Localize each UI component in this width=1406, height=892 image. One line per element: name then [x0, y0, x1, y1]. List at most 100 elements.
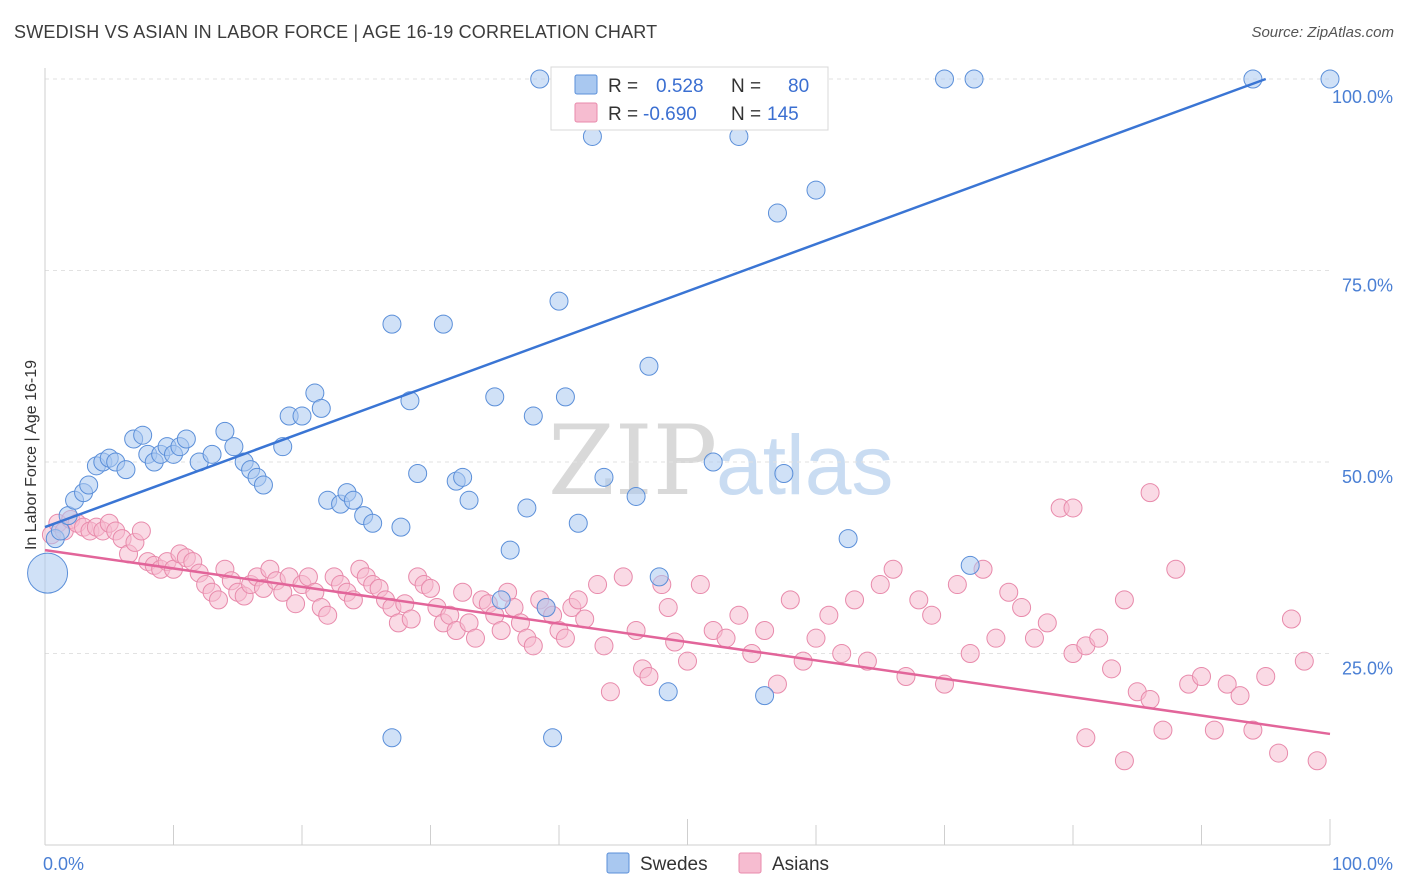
point-asians	[922, 605, 942, 625]
legend-bottom: Swedes Asians	[606, 852, 829, 875]
point-swedes	[555, 387, 575, 407]
point-swedes	[935, 69, 954, 89]
point-swedes	[343, 490, 363, 510]
point-asians	[594, 636, 614, 656]
point-asians	[1294, 651, 1314, 671]
point-swedes	[79, 475, 99, 495]
point-asians	[1140, 689, 1160, 709]
point-swedes	[459, 490, 479, 510]
legend-swatch-asians	[574, 102, 598, 123]
point-swedes	[1243, 69, 1263, 89]
point-asians	[1243, 720, 1263, 740]
y-tick-label: 100.0%	[1332, 87, 1393, 107]
point-asians	[1114, 751, 1134, 771]
point-swedes	[543, 728, 563, 748]
point-swedes	[253, 475, 273, 495]
trend-line-swedes	[44, 77, 1267, 529]
point-swedes	[391, 517, 411, 537]
watermark-atlas: atlas	[716, 418, 893, 512]
series-asians	[41, 483, 1327, 771]
point-swedes	[755, 686, 775, 706]
point-asians	[716, 628, 736, 648]
point-asians	[678, 651, 697, 671]
point-swedes	[530, 69, 550, 89]
legend-top: R = 0.528 N = 80 R = -0.690 N = 145	[550, 66, 829, 131]
point-asians	[999, 582, 1019, 602]
point-swedes	[1320, 69, 1340, 89]
point-swedes	[363, 513, 383, 533]
point-asians	[1166, 559, 1186, 579]
point-asians	[819, 605, 839, 625]
point-swedes	[806, 180, 826, 200]
source-label: Source: ZipAtlas.com	[1251, 24, 1394, 41]
point-swedes	[400, 391, 420, 411]
legend-swedes-n-label: N =	[731, 76, 761, 97]
x-tick-label: 100.0%	[1332, 854, 1393, 874]
point-asians	[767, 674, 787, 694]
axes	[44, 68, 1331, 846]
legend-swedes-r-label: R =	[608, 76, 638, 97]
point-swedes	[838, 529, 858, 549]
point-swedes	[27, 552, 69, 594]
point-swedes	[549, 291, 569, 311]
point-asians	[909, 590, 929, 610]
point-swedes	[382, 314, 402, 334]
point-asians	[318, 605, 338, 625]
point-asians	[1037, 613, 1057, 633]
point-asians	[1140, 483, 1160, 503]
point-asians	[1204, 720, 1224, 740]
legend-bottom-swatch-swedes	[606, 852, 630, 874]
point-swedes	[774, 463, 794, 483]
point-swedes	[517, 498, 537, 518]
point-swedes	[626, 486, 646, 506]
point-swedes	[133, 425, 153, 445]
y-tick-label: 25.0%	[1342, 659, 1393, 679]
point-asians	[421, 578, 440, 598]
legend-bottom-asians: Asians	[772, 854, 829, 875]
point-asians	[1114, 590, 1134, 610]
point-asians	[729, 605, 749, 625]
point-swedes	[202, 444, 222, 464]
series-swedes	[27, 69, 1340, 748]
point-swedes	[964, 69, 984, 89]
point-asians	[1192, 666, 1211, 686]
point-asians	[568, 590, 588, 610]
point-swedes	[649, 567, 669, 587]
point-swedes	[568, 513, 588, 533]
legend-swatch-swedes	[574, 74, 598, 95]
legend-swedes-r-value: 0.528	[656, 76, 704, 97]
point-swedes	[408, 463, 428, 483]
legend-asians-r-label: R =	[608, 104, 638, 125]
point-asians	[845, 590, 865, 610]
point-swedes	[594, 467, 614, 487]
point-swedes	[523, 406, 543, 426]
point-swedes	[215, 421, 235, 441]
y-tick-label: 75.0%	[1342, 276, 1393, 296]
legend-asians-n-label: N =	[731, 104, 761, 125]
point-asians	[1012, 598, 1032, 618]
point-asians	[1256, 666, 1276, 686]
point-asians	[742, 644, 762, 663]
point-asians	[555, 628, 575, 648]
point-asians	[639, 666, 659, 686]
y-tick-label: 50.0%	[1342, 467, 1393, 487]
legend-swedes-n-value: 80	[788, 76, 809, 97]
point-asians	[1089, 628, 1109, 648]
point-asians	[793, 651, 813, 671]
point-asians	[1076, 728, 1096, 748]
point-swedes	[703, 452, 723, 472]
point-asians	[755, 621, 775, 641]
legend-bottom-swatch-asians	[738, 852, 762, 874]
point-asians	[523, 636, 543, 656]
point-asians	[857, 651, 877, 671]
point-asians	[883, 559, 903, 579]
legend-bottom-swedes: Swedes	[640, 854, 708, 875]
point-asians	[896, 666, 916, 686]
point-swedes	[116, 460, 136, 480]
point-swedes	[433, 314, 453, 334]
legend-asians-n-value: 145	[767, 104, 799, 125]
point-asians	[491, 621, 511, 641]
point-asians	[131, 521, 151, 541]
legend-asians-r-value: -0.690	[643, 104, 697, 125]
point-swedes	[500, 540, 520, 560]
